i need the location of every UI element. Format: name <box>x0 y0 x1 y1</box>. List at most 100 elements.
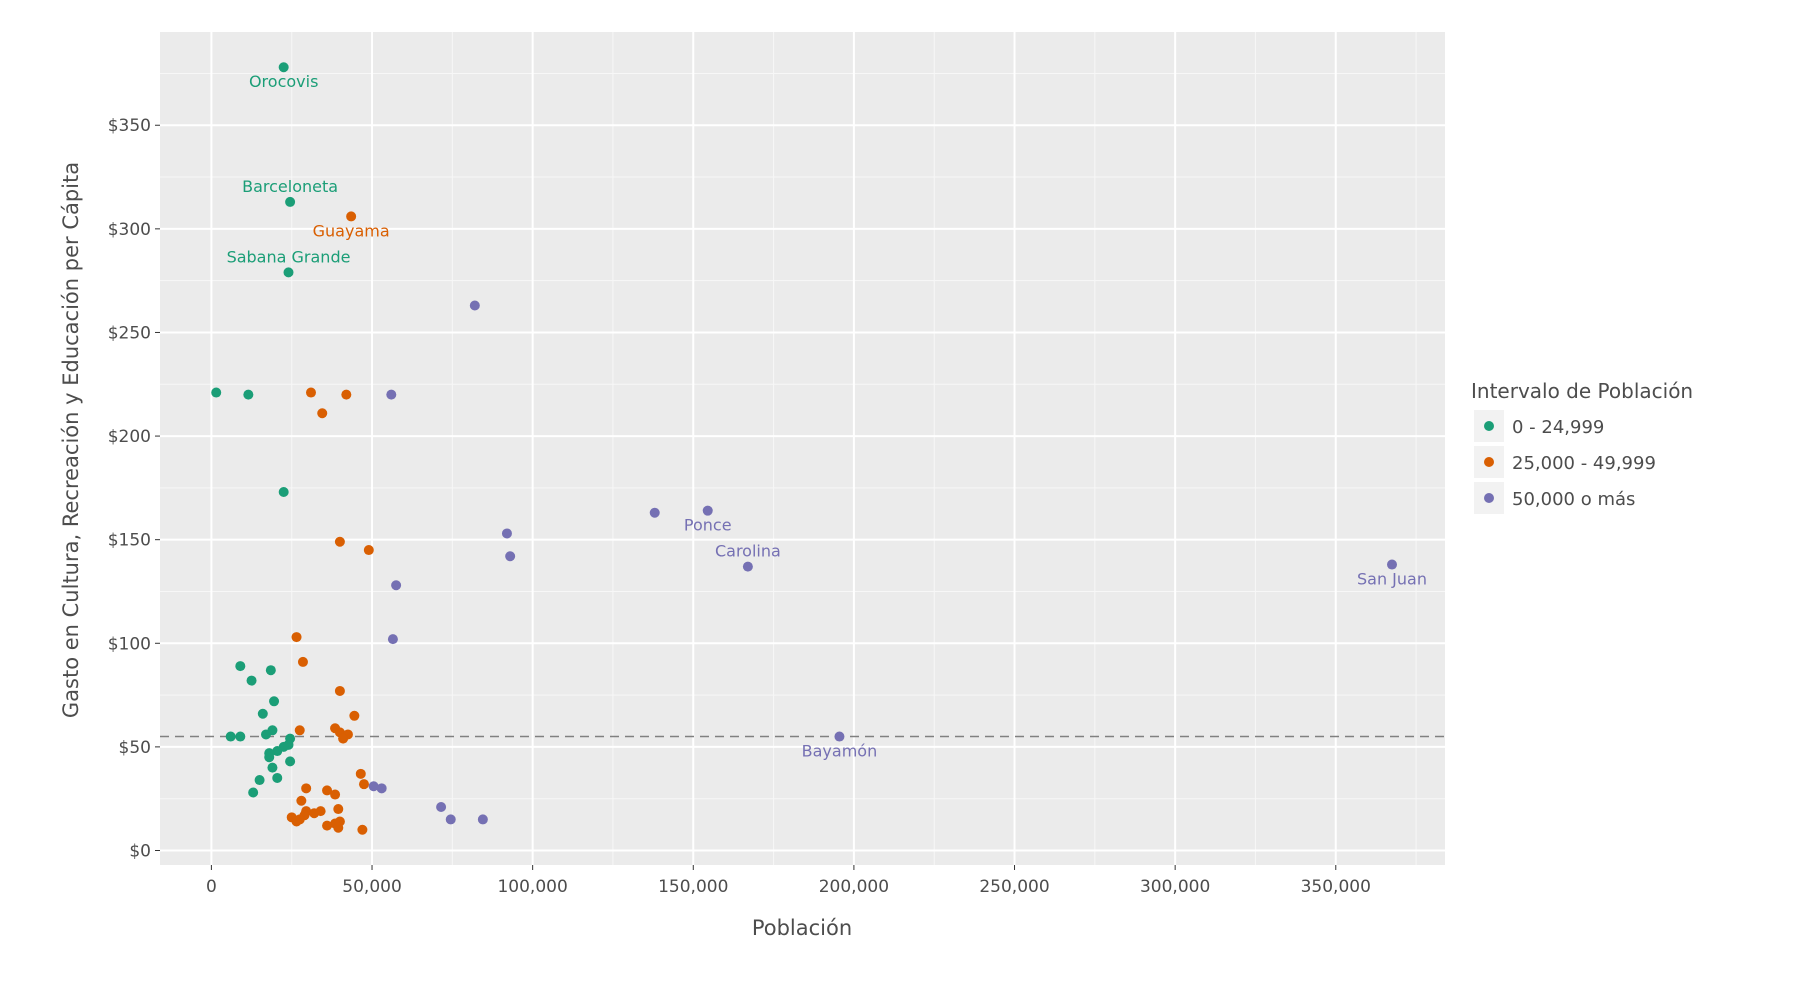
data-point <box>278 487 289 498</box>
data-point <box>235 661 246 672</box>
legend-item-2: 50,000 o más <box>1474 482 1635 514</box>
data-point <box>387 634 398 645</box>
data-point <box>315 806 326 817</box>
data-point <box>742 561 753 572</box>
data-point <box>322 785 333 796</box>
grid-minor <box>160 32 1445 865</box>
data-point <box>317 408 328 419</box>
point-label: Ponce <box>684 516 732 535</box>
y-tick-label: $300 <box>108 220 151 240</box>
plot-panel <box>160 32 1445 865</box>
x-axis: 0 50,000 100,000 150,000 200,000 250,000 300,0… <box>206 865 1371 897</box>
legend-item-1: 25,000 - 49,999 <box>1474 446 1656 478</box>
x-tick-label: 350,000 <box>1301 877 1371 897</box>
data-point <box>436 801 447 812</box>
y-axis-title: Gasto en Cultura, Recreación y Educación… <box>59 162 83 718</box>
data-point <box>291 632 302 643</box>
data-point <box>333 822 344 833</box>
y-tick-label: $350 <box>108 116 151 136</box>
x-tick-label: 50,000 <box>342 877 401 897</box>
data-point <box>357 824 368 835</box>
data-point <box>264 752 275 763</box>
x-tick-label: 250,000 <box>979 877 1049 897</box>
data-point <box>261 729 272 740</box>
y-tick-label: $100 <box>108 634 151 654</box>
legend-swatch-0 <box>1484 421 1494 431</box>
legend-label-1: 25,000 - 49,999 <box>1512 453 1656 474</box>
point-label: Guayama <box>313 221 390 240</box>
y-tick-label: $250 <box>108 323 151 343</box>
y-tick-label: $0 <box>129 841 151 861</box>
x-tick-label: 0 <box>206 877 217 897</box>
data-point <box>243 389 254 400</box>
data-point <box>338 733 349 744</box>
data-point <box>294 725 305 736</box>
data-point <box>501 528 512 539</box>
x-axis-title: Población <box>752 916 852 940</box>
legend-swatch-1 <box>1484 457 1494 467</box>
data-point <box>269 696 280 707</box>
data-point <box>278 62 289 73</box>
data-point <box>702 505 713 516</box>
grid-major <box>160 32 1445 865</box>
data-point <box>477 814 488 825</box>
data-point <box>265 665 276 676</box>
point-label: San Juan <box>1357 570 1427 589</box>
data-point <box>330 789 341 800</box>
data-point <box>305 387 316 398</box>
data-point <box>291 816 302 827</box>
data-point <box>469 300 480 311</box>
data-point <box>297 656 308 667</box>
data-point <box>376 783 387 794</box>
data-point <box>1386 559 1397 570</box>
data-point <box>248 787 259 798</box>
point-label: Carolina <box>715 542 781 561</box>
data-point <box>334 685 345 696</box>
data-point <box>358 779 369 790</box>
data-point <box>349 710 360 721</box>
y-tick-label: $200 <box>108 427 151 447</box>
x-tick-label: 200,000 <box>819 877 889 897</box>
x-tick-label: 150,000 <box>658 877 728 897</box>
data-point <box>283 267 294 278</box>
data-point <box>296 795 307 806</box>
point-label: Sabana Grande <box>227 247 351 266</box>
data-point <box>301 783 312 794</box>
legend-title: Intervalo de Población <box>1471 379 1693 403</box>
point-labels: Orocovis Barceloneta Sabana Grande Guayama P… <box>227 72 1427 760</box>
data-point <box>235 731 246 742</box>
data-points <box>211 62 1397 835</box>
data-point <box>246 675 257 686</box>
x-tick-label: 100,000 <box>497 877 567 897</box>
data-point <box>505 551 516 562</box>
data-point <box>346 211 357 222</box>
data-point <box>257 708 268 719</box>
data-point <box>211 387 222 398</box>
point-label: Bayamón <box>802 742 878 761</box>
x-tick-label: 300,000 <box>1140 877 1210 897</box>
data-point <box>285 196 296 207</box>
data-point <box>834 731 845 742</box>
data-point <box>285 756 296 767</box>
data-point <box>334 536 345 547</box>
legend-label-0: 0 - 24,999 <box>1512 417 1604 438</box>
data-point <box>391 580 402 591</box>
data-point <box>355 768 366 779</box>
data-point <box>322 820 333 831</box>
data-point <box>333 804 344 815</box>
data-point <box>225 731 236 742</box>
data-point <box>445 814 456 825</box>
y-tick-label: $50 <box>119 738 151 758</box>
data-point <box>272 746 283 757</box>
data-point <box>363 545 374 556</box>
data-point <box>267 762 278 773</box>
data-point <box>341 389 352 400</box>
point-label: Orocovis <box>249 72 318 91</box>
legend-swatch-2 <box>1484 493 1494 503</box>
data-point <box>649 507 660 518</box>
data-point <box>272 772 283 783</box>
point-label: Barceloneta <box>242 177 338 196</box>
data-point <box>254 775 265 786</box>
